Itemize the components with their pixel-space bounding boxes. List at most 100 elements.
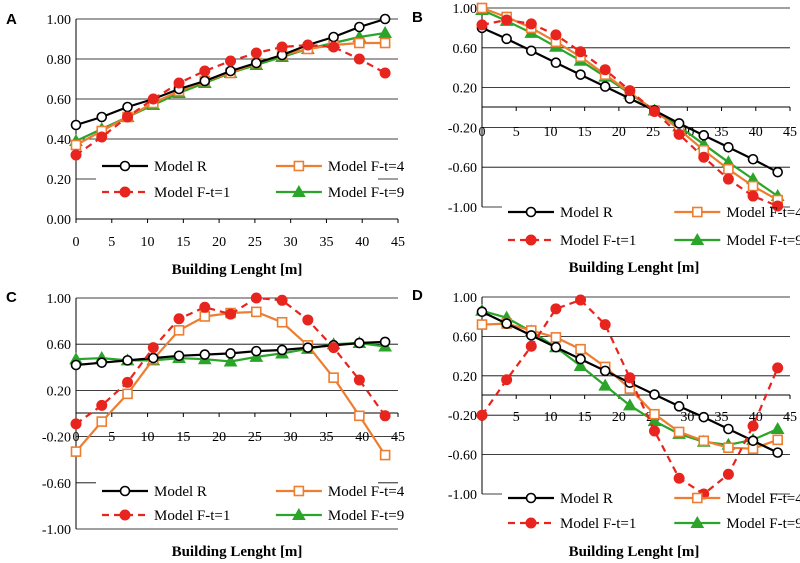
point-a-model_f9-12	[378, 25, 392, 38]
x-tick-b-7: 35	[715, 125, 729, 140]
point-d-model_f1-1	[501, 374, 513, 386]
legend-label-c-model_r: Model R	[154, 484, 207, 500]
x-tick-d-9: 45	[783, 410, 797, 425]
point-c-model_f1-10	[328, 342, 340, 354]
legend-marker-c-model_f9	[292, 507, 306, 520]
series-b-model_f4	[476, 2, 783, 206]
x-tick-c-1: 5	[108, 430, 115, 445]
x-tick-c-8: 40	[355, 430, 369, 445]
point-c-model_f4-4	[173, 325, 185, 336]
point-c-model_f4-7	[251, 306, 262, 318]
point-b-model_r-2	[525, 45, 537, 57]
legend-label-a-model_r: Model R	[154, 159, 207, 175]
x-tick-d-1: 5	[513, 410, 520, 425]
panel-d-letter: D	[412, 287, 423, 304]
legend-marker-a-model_f1	[119, 186, 131, 198]
series-d-model_f1	[476, 294, 784, 500]
point-d-model_f9-12	[770, 421, 785, 434]
legend-marker-d-model_r	[525, 492, 537, 504]
x-tick-a-6: 30	[284, 235, 298, 250]
panel-b: B-1.00-0.60-0.200.200.601.000 5 10 15 20 25 30…	[412, 2, 800, 276]
legend-marker-d-model_f9	[690, 515, 705, 528]
point-a-model_f4-12	[379, 37, 391, 49]
x-label-c: Building Lenght [m]	[172, 544, 303, 560]
legend-bg-b	[502, 200, 770, 250]
point-d-model_f4-0	[476, 319, 488, 330]
point-c-model_r-2	[122, 355, 133, 366]
point-c-model_f1-0	[70, 418, 82, 430]
point-a-model_r-12	[379, 13, 391, 25]
point-c-model_r-0	[70, 359, 82, 371]
legend-item-c-model_f4: Model F-t=4	[275, 484, 405, 500]
point-a-model_r-1	[96, 111, 108, 123]
point-a-model_f1-7	[250, 47, 262, 59]
point-c-model_f4-2	[122, 388, 133, 400]
point-b-model_f1-1	[501, 14, 513, 26]
point-a-model_f1-8	[276, 41, 288, 53]
y-tick-d-1: -0.60	[448, 449, 477, 464]
panel-a: A 0.00 0.20 0.40 0.60 0.80 1.00 0 5 10 15 20 25 30 35 4…	[6, 11, 405, 278]
legend-item-d-model_f4: Model F-t=4	[674, 491, 800, 507]
point-c-model_r-1	[96, 357, 108, 368]
x-tick-a-2: 10	[141, 235, 155, 250]
point-a-model_f1-11	[353, 53, 365, 65]
point-b-model_f1-9	[698, 151, 710, 163]
point-a-model_f1-9	[302, 39, 314, 51]
legend-bg-a	[96, 154, 378, 202]
legend-label-c-model_f4: Model F-t=4	[328, 484, 405, 500]
point-c-model_f1-8	[276, 294, 288, 306]
y-tick-c-4: 0.60	[47, 338, 72, 353]
legend-label-a-model_f4: Model F-t=4	[328, 159, 405, 175]
legend-label-b-model_f1: Model F-t=1	[560, 233, 636, 249]
point-a-model_f1-10	[328, 41, 340, 53]
point-b-model_r-4	[575, 69, 586, 80]
legend-label-b-model_r: Model R	[560, 205, 613, 221]
point-a-model_f1-5	[199, 65, 211, 77]
legend-item-b-model_f9: Model F-t=9	[674, 232, 800, 249]
x-tick-b-0: 0	[479, 125, 486, 140]
point-d-model_r-5	[599, 365, 611, 377]
y-tick-d-3: 0.20	[453, 370, 478, 385]
point-b-model_f1-10	[722, 173, 734, 185]
y-tick-a-0: 0.00	[47, 213, 72, 228]
point-d-model_f1-4	[575, 294, 587, 306]
point-b-model_r-11	[747, 153, 759, 165]
point-d-model_f4-7	[649, 408, 660, 420]
legend-marker-b-model_f1	[525, 234, 537, 246]
point-c-model_f4-1	[96, 416, 108, 427]
panel-d: D-1.00-0.60-0.200.200.601.00051015202530…	[412, 287, 800, 560]
point-c-model_f4-11	[354, 410, 365, 422]
x-tick-c-6: 30	[284, 430, 298, 445]
legend-label-d-model_f4: Model F-t=4	[726, 491, 800, 507]
point-c-model_f4-5	[199, 311, 211, 322]
point-c-model_f1-7	[250, 292, 262, 304]
point-b-model_f1-2	[525, 18, 537, 30]
point-a-model_f1-0	[70, 149, 82, 161]
legend-item-a-model_f1: Model F-t=1	[102, 185, 230, 201]
x-tick-d-4: 20	[612, 410, 626, 425]
legend-bg-c	[96, 479, 378, 525]
x-tick-d-6: 30	[680, 410, 694, 425]
legend-marker-c-model_f1	[119, 509, 131, 521]
legend-item-a-model_f9: Model F-t=9	[275, 184, 404, 201]
point-b-model_r-3	[550, 57, 562, 69]
legend-label-c-model_f9: Model F-t=9	[328, 508, 404, 524]
legend-item-c-model_f1: Model F-t=1	[102, 508, 230, 524]
panel-c: C -1.00 -0.60 -0.20 0.20 0.60 1.00 0 5 10 15 20 25 30…	[6, 289, 405, 560]
point-d-model_f4-8	[673, 426, 685, 438]
point-c-model_f1-3	[147, 342, 159, 354]
point-b-model_f1-8	[673, 128, 685, 140]
y-tick-d-2: -0.20	[448, 409, 477, 424]
x-tick-c-9: 45	[391, 430, 405, 445]
point-b-model_f4-0	[476, 2, 488, 14]
point-b-model_f4-10	[723, 163, 734, 175]
x-tick-a-5: 25	[248, 235, 262, 250]
legend-item-a-model_f4: Model F-t=4	[275, 159, 405, 175]
point-a-model_r-0	[70, 119, 82, 131]
x-tick-a-7: 35	[319, 235, 333, 250]
y-tick-c-2: -0.20	[42, 431, 71, 446]
point-c-model_r-6	[225, 348, 236, 359]
y-tick-c-0: -1.00	[42, 523, 71, 538]
point-d-model_f1-0	[476, 409, 488, 421]
